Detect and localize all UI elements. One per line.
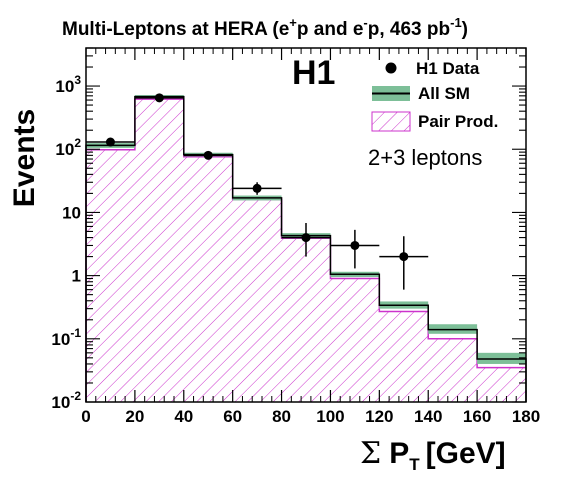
channel-label: 2+3 leptons <box>368 145 482 170</box>
x-tick-label: 40 <box>174 407 193 426</box>
legend-label-data: H1 Data <box>416 59 480 78</box>
y-tick-label-base: 10 <box>62 203 81 222</box>
legend-data-marker <box>385 62 397 74</box>
x-tick-label: 80 <box>272 407 291 426</box>
y-tick-label-base: 10 <box>51 393 70 412</box>
y-tick-label-exp: -2 <box>70 389 81 403</box>
y-tick-label: 10 <box>62 203 81 222</box>
pair-prod-bar <box>330 278 380 402</box>
y-tick-label-exp: 3 <box>74 73 81 87</box>
y-tick-label-base: 10 <box>55 140 74 159</box>
pair-prod-bar <box>477 367 526 402</box>
data-point <box>203 150 213 160</box>
y-tick-label: 1 <box>72 267 81 286</box>
x-tick-label: 100 <box>316 407 344 426</box>
y-tick-label: 103 <box>55 73 81 96</box>
data-point <box>301 233 311 243</box>
y-tick-label-base: 1 <box>72 267 81 286</box>
y-tick-label-exp: -1 <box>70 326 81 340</box>
y-tick-label: 10-2 <box>51 389 81 412</box>
y-tick-label-exp: 2 <box>74 136 81 150</box>
data-point <box>105 137 115 147</box>
legend-item-pairprod: Pair Prod. <box>371 111 498 132</box>
data-points-layer <box>86 93 429 290</box>
y-tick-label-base: 10 <box>55 77 74 96</box>
data-point <box>252 183 262 193</box>
legend-item-allsm: All SM <box>372 84 470 103</box>
y-axis-label: Events <box>8 109 41 207</box>
x-tick-label: 120 <box>365 407 393 426</box>
data-point <box>154 93 164 103</box>
x-tick-label: 60 <box>223 407 242 426</box>
legend-label-pairprod: Pair Prod. <box>418 112 498 131</box>
x-axis-label: Σ PT [GeV] <box>360 436 506 474</box>
histogram-layer <box>85 95 527 402</box>
data-point <box>399 252 409 262</box>
y-tick-label-base: 10 <box>51 330 70 349</box>
legend-pairprod-swatch <box>371 111 411 132</box>
x-tick-label: 0 <box>81 407 90 426</box>
chart-title: Multi-Leptons at HERA (e+p and e-p, 463 … <box>62 15 468 40</box>
legend-item-data: H1 Data <box>385 59 480 78</box>
x-tick-label: 140 <box>414 407 442 426</box>
pair-prod-bar <box>134 99 184 402</box>
pair-prod-bar <box>281 238 331 402</box>
x-tick-label: 20 <box>125 407 144 426</box>
x-tick-label: 160 <box>463 407 491 426</box>
pair-prod-bar <box>379 311 429 402</box>
pair-prod-bar <box>428 338 478 402</box>
legend: H1 Data All SM Pair Prod. <box>371 59 498 132</box>
plot-frame <box>85 47 527 403</box>
x-tick-label: 180 <box>512 407 540 426</box>
legend-label-allsm: All SM <box>418 84 470 103</box>
data-point <box>350 240 360 250</box>
pair-prod-bar <box>183 156 233 402</box>
axis-layer: 0 20 40 60 80 100 120 140 160 18010-210-111010210… <box>51 47 540 426</box>
y-tick-label: 10-1 <box>51 326 81 349</box>
y-tick-label: 102 <box>55 136 81 159</box>
experiment-label: H1 <box>292 54 335 92</box>
pair-prod-bar <box>232 199 282 402</box>
